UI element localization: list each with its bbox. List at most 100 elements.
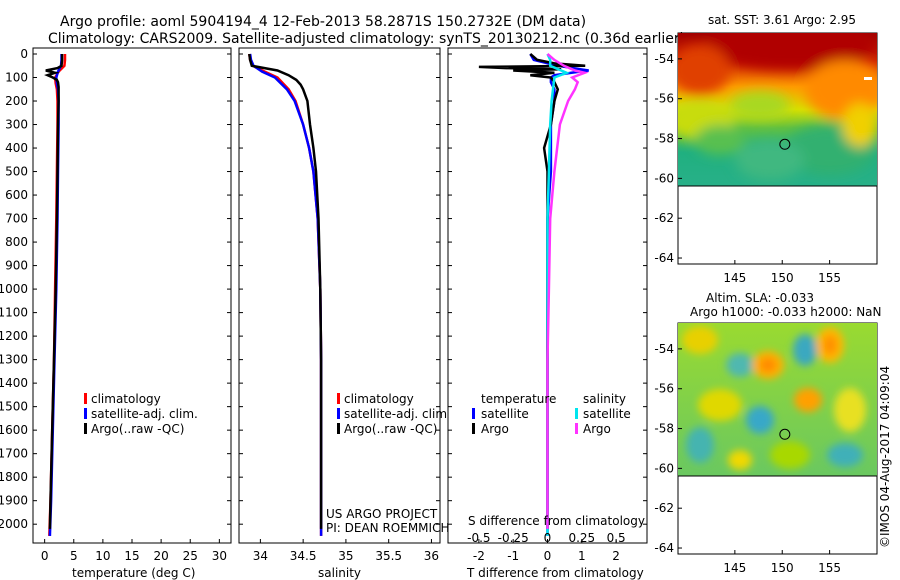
x-tick-label: -1: [507, 549, 519, 563]
map-y-tick-label: -62: [654, 211, 674, 225]
x-tick-label: 34.5: [290, 549, 317, 563]
legend-argo-swatch: [84, 423, 87, 434]
y-tick-label: 1700: [0, 447, 28, 461]
legend-satellite-label: satellite-adj. clim.: [344, 407, 451, 421]
map-x-tick-label: 150: [771, 271, 794, 285]
project-line1: US ARGO PROJECT: [326, 507, 438, 521]
y-tick-label: 700: [5, 212, 28, 226]
legend-t-argo-swatch: [472, 423, 475, 434]
x-tick-label: 15: [124, 549, 139, 563]
x-tick-label: 2: [612, 549, 620, 563]
legend-argo-label: Argo(..raw -QC): [91, 422, 184, 436]
temperature-lines: [44, 54, 67, 536]
series-line-s-argo: [546, 53, 589, 529]
sla-map-panel: 145 150 155 -54 -56 -58 -60 -62 -64: [654, 322, 878, 575]
salinity-plot-frame: [238, 47, 441, 544]
legend-climatology-swatch: [84, 393, 87, 404]
map-y-tick-label: -60: [654, 461, 674, 475]
x-tick-label: 36: [424, 549, 439, 563]
s-tick-label: 0: [544, 531, 552, 545]
legend-satellite-swatch: [337, 408, 340, 419]
difference-lines: [478, 53, 589, 536]
map-x-tick-label: 145: [723, 561, 746, 575]
t-difference-xlabel: T difference from climatology: [466, 566, 644, 580]
sst-ticks: 145 150 155 -54 -56 -58 -60 -62 -64: [654, 52, 841, 285]
x-tick-label: 30: [212, 549, 227, 563]
legend-s-satellite-swatch: [575, 408, 578, 419]
y-tick-label: 400: [5, 141, 28, 155]
temperature-ticks: 0 5 10 15 20 25 300100200300400500600700800900…: [0, 47, 231, 563]
difference-legend: temperature salinity satellite Argo sate…: [472, 392, 631, 436]
y-tick-label: 1200: [0, 329, 28, 343]
map-y-tick-label: -56: [654, 382, 674, 396]
legend-satellite-label: satellite-adj. clim.: [91, 407, 198, 421]
y-tick-label: 200: [5, 94, 28, 108]
imos-credit: ©IMOS 04-Aug-2017 04:09:04: [878, 366, 892, 548]
s-tick-label: -0.25: [498, 531, 529, 545]
s-difference-ticks: -0.5 -0.25 0 0.25 0.5: [467, 531, 625, 545]
legend-argo-swatch: [337, 423, 340, 434]
map-y-tick-label: -54: [654, 342, 674, 356]
temperature-panel: 0 5 10 15 20 25 300100200300400500600700800900…: [0, 47, 232, 580]
y-tick-label: 1800: [0, 470, 28, 484]
x-tick-label: 1: [578, 549, 586, 563]
salinity-legend: climatology satellite-adj. clim. Argo(..…: [337, 392, 451, 436]
legend-satellite-swatch: [84, 408, 87, 419]
y-tick-label: 1500: [0, 400, 28, 414]
legend-t-satellite-swatch: [472, 408, 475, 419]
s-tick-label: 0.5: [607, 531, 626, 545]
y-tick-label: 1100: [0, 306, 28, 320]
map-y-tick-label: -54: [654, 52, 674, 66]
salinity-ticks: 34 34.5 35 35.5 36: [239, 53, 440, 563]
s-tick-label: -0.5: [467, 531, 490, 545]
argo-float-marker: [779, 428, 791, 440]
map-y-tick-label: -60: [654, 171, 674, 185]
y-tick-label: 500: [5, 165, 28, 179]
map-x-tick-label: 150: [771, 561, 794, 575]
legend-s-satellite-label: satellite: [583, 407, 631, 421]
legend-t-argo-label: Argo: [481, 422, 509, 436]
y-tick-label: 100: [5, 71, 28, 85]
s-difference-xlabel: S difference from climatology: [468, 514, 645, 528]
x-tick-label: 0: [41, 549, 49, 563]
map-y-tick-label: -58: [654, 422, 674, 436]
header-line1: Argo profile: aoml 5904194_4 12-Feb-2013…: [60, 14, 586, 30]
sst-map-panel: 145 150 155 -54 -56 -58 -60 -62 -64: [654, 32, 878, 285]
map-x-tick-label: 145: [723, 271, 746, 285]
salinity-lines: [248, 53, 323, 536]
legend-climatology-label: climatology: [91, 392, 161, 406]
sla-heatmap: [678, 323, 877, 476]
y-tick-label: 800: [5, 235, 28, 249]
x-tick-label: -2: [473, 549, 485, 563]
map-x-tick-label: 155: [818, 561, 841, 575]
legend-t-satellite-label: satellite: [481, 407, 529, 421]
legend-climatology-swatch: [337, 393, 340, 404]
x-tick-label: 34: [253, 549, 268, 563]
y-tick-label: 2000: [0, 517, 28, 531]
map-y-tick-label: -62: [654, 501, 674, 515]
sla-title-1: Altim. SLA: -0.033: [706, 291, 814, 305]
series-line-argo-raw-qc-: [44, 54, 64, 529]
argo-float-marker: [779, 138, 791, 150]
temperature-xlabel: temperature (deg C): [72, 566, 195, 580]
sla-title-2: Argo h1000: -0.033 h2000: NaN: [690, 305, 882, 319]
x-tick-label: 5: [70, 549, 78, 563]
y-tick-label: 900: [5, 259, 28, 273]
x-tick-label: 0: [544, 549, 552, 563]
difference-ticks: -2 -1 0 1 2: [448, 53, 647, 563]
legend-temperature-heading: temperature: [481, 392, 556, 406]
map-y-tick-label: -64: [654, 251, 674, 265]
legend-argo-label: Argo(..raw -QC): [344, 422, 437, 436]
x-tick-label: 35: [338, 549, 353, 563]
sst-heatmap: [678, 33, 877, 186]
salinity-xlabel: salinity: [318, 566, 361, 580]
s-tick-label: 0.25: [568, 531, 595, 545]
project-line2: PI: DEAN ROEMMICH: [326, 521, 449, 535]
map-x-tick-label: 155: [818, 271, 841, 285]
y-tick-label: 1000: [0, 282, 28, 296]
temperature-legend: climatology satellite-adj. clim. Argo(..…: [84, 392, 198, 436]
sst-title: sat. SST: 3.61 Argo: 2.95: [708, 13, 856, 27]
sla-ticks: 145 150 155 -54 -56 -58 -60 -62 -64: [654, 342, 841, 575]
y-tick-label: 1900: [0, 494, 28, 508]
sst-white-mark: [864, 77, 872, 80]
